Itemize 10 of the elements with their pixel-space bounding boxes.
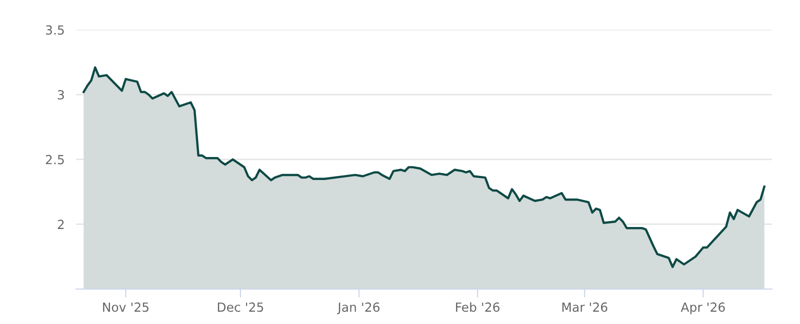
- y-tick-label: 3.5: [46, 25, 64, 35]
- x-tick-label: Mar '26: [562, 302, 608, 312]
- x-tick-label: Jan '26: [337, 302, 380, 314]
- x-tick-label: Apr '26: [680, 302, 725, 314]
- x-tick-label: Dec '25: [218, 302, 264, 312]
- y-tick-label: 2.5: [46, 154, 64, 164]
- x-tick-label: Nov '25: [103, 302, 148, 312]
- y-tick-label: 2: [58, 220, 64, 229]
- y-tick-label: 3: [58, 90, 64, 100]
- x-tick-label: Feb '26: [456, 302, 500, 312]
